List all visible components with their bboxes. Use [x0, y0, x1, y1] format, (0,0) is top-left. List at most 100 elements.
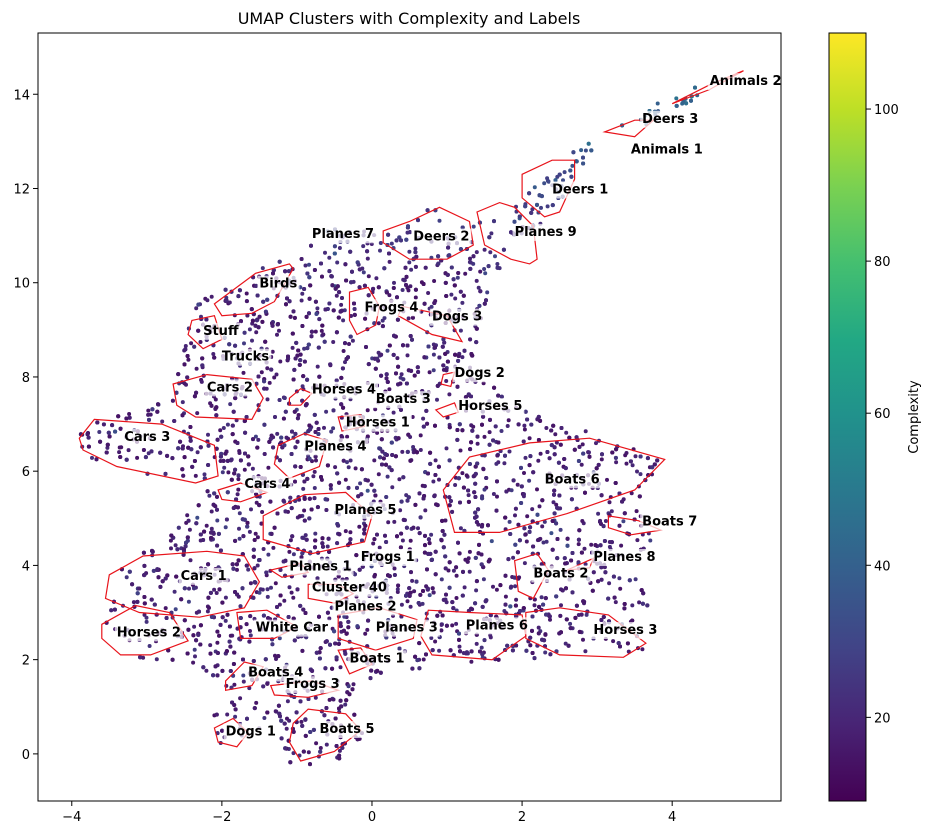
data-point	[296, 413, 301, 417]
data-point	[689, 98, 693, 103]
data-point	[413, 287, 418, 292]
data-point	[285, 699, 290, 704]
data-point	[510, 648, 515, 653]
data-point	[193, 654, 197, 659]
data-point	[295, 439, 300, 444]
data-point	[421, 282, 426, 286]
data-point	[131, 600, 136, 605]
data-point	[143, 455, 148, 460]
data-point	[576, 459, 581, 463]
data-point	[269, 531, 274, 536]
data-point	[192, 647, 197, 652]
data-point	[583, 490, 587, 495]
data-point	[357, 267, 362, 272]
data-point	[536, 551, 540, 556]
data-point	[410, 315, 415, 320]
data-point	[594, 466, 599, 471]
data-point	[476, 551, 481, 556]
data-point	[144, 619, 149, 624]
data-point	[206, 443, 211, 448]
data-point	[478, 269, 483, 274]
data-point	[440, 518, 445, 523]
data-point	[254, 700, 259, 705]
data-point	[463, 271, 468, 276]
data-point	[586, 450, 591, 455]
data-point	[439, 538, 444, 543]
data-point	[528, 643, 533, 648]
data-point	[221, 458, 226, 463]
data-point	[151, 568, 156, 573]
data-point	[618, 644, 622, 649]
data-point	[372, 458, 377, 463]
data-point	[481, 414, 486, 419]
data-point	[509, 584, 514, 589]
data-point	[270, 642, 275, 647]
data-point	[558, 442, 563, 447]
data-point	[321, 544, 325, 549]
data-point	[262, 379, 267, 384]
data-point	[447, 560, 452, 565]
data-point	[478, 289, 483, 294]
data-point	[299, 719, 304, 724]
data-point	[127, 415, 132, 420]
data-point	[225, 712, 230, 717]
data-point	[192, 344, 197, 349]
data-point	[389, 241, 394, 246]
data-point	[332, 244, 337, 249]
data-point	[300, 384, 305, 389]
data-point	[431, 368, 436, 373]
data-point	[163, 471, 168, 476]
data-point	[220, 615, 225, 620]
data-point	[421, 416, 426, 421]
data-point	[504, 489, 509, 494]
data-point	[317, 374, 322, 379]
data-point	[223, 618, 228, 623]
data-point	[180, 413, 185, 418]
data-point	[137, 586, 142, 591]
data-point	[405, 343, 410, 348]
data-point	[276, 654, 281, 659]
data-point	[386, 520, 391, 525]
data-point	[182, 381, 187, 386]
data-point	[443, 554, 448, 559]
data-point	[313, 329, 318, 334]
data-point	[347, 342, 351, 346]
data-point	[369, 482, 374, 487]
data-point	[541, 602, 546, 607]
data-point	[462, 585, 467, 590]
data-point	[405, 498, 410, 503]
data-point	[426, 291, 431, 295]
data-point	[288, 538, 293, 543]
data-point	[186, 599, 191, 604]
data-point	[674, 103, 679, 108]
data-point	[611, 639, 616, 644]
data-point	[474, 250, 479, 255]
data-point	[224, 295, 229, 300]
data-point	[432, 494, 437, 499]
data-point	[283, 409, 288, 414]
data-point	[295, 587, 300, 592]
data-point	[302, 346, 307, 351]
data-point	[310, 668, 315, 673]
data-point	[473, 495, 478, 499]
data-point	[558, 613, 563, 618]
data-point	[235, 492, 240, 497]
data-point	[437, 218, 442, 223]
data-point	[442, 340, 447, 345]
data-point	[283, 509, 288, 514]
data-point	[205, 298, 210, 303]
data-point	[218, 548, 223, 553]
data-point	[267, 380, 272, 385]
data-point	[180, 467, 185, 472]
data-point	[387, 293, 392, 298]
data-point	[449, 292, 454, 297]
data-point	[357, 524, 362, 529]
data-point	[539, 595, 544, 600]
data-point	[453, 296, 458, 301]
data-point	[220, 470, 225, 475]
data-point	[558, 527, 563, 532]
data-point	[271, 545, 276, 550]
data-point	[559, 426, 564, 430]
data-point	[186, 357, 191, 362]
